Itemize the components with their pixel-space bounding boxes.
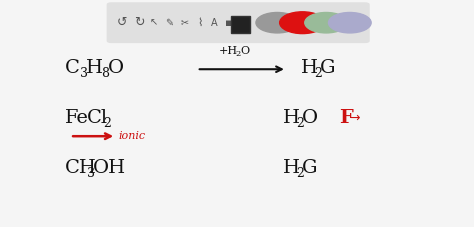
Circle shape bbox=[328, 12, 371, 33]
Text: ionic: ionic bbox=[118, 131, 146, 141]
Text: 3: 3 bbox=[87, 167, 95, 180]
Text: ↖: ↖ bbox=[150, 18, 158, 28]
Text: O: O bbox=[302, 109, 318, 128]
Text: O: O bbox=[240, 46, 249, 56]
Text: G: G bbox=[320, 59, 336, 77]
Text: H: H bbox=[283, 159, 300, 178]
Text: 3: 3 bbox=[80, 67, 88, 80]
Text: CH: CH bbox=[65, 159, 97, 178]
Text: Fe: Fe bbox=[65, 109, 89, 128]
Text: ▪: ▪ bbox=[225, 18, 233, 28]
Text: H: H bbox=[283, 109, 300, 128]
Text: 2: 2 bbox=[296, 167, 304, 180]
FancyBboxPatch shape bbox=[231, 16, 250, 33]
Text: Cl: Cl bbox=[87, 109, 108, 128]
Text: ↺: ↺ bbox=[117, 16, 128, 29]
Text: 2: 2 bbox=[314, 67, 322, 80]
Text: 8: 8 bbox=[101, 67, 109, 80]
Text: 2: 2 bbox=[103, 117, 111, 130]
Text: →: → bbox=[349, 112, 359, 125]
Text: 2: 2 bbox=[236, 50, 241, 59]
Text: O: O bbox=[108, 59, 124, 77]
Text: +H: +H bbox=[219, 46, 238, 56]
Text: H: H bbox=[86, 59, 103, 77]
Text: 2: 2 bbox=[296, 117, 304, 130]
Text: F: F bbox=[339, 109, 353, 128]
FancyBboxPatch shape bbox=[107, 2, 370, 43]
Text: C: C bbox=[65, 59, 80, 77]
Text: OH: OH bbox=[92, 159, 126, 178]
Circle shape bbox=[305, 12, 347, 33]
Text: ↻: ↻ bbox=[134, 16, 144, 29]
Circle shape bbox=[280, 12, 325, 34]
Text: ⌇: ⌇ bbox=[197, 18, 203, 28]
Text: A: A bbox=[211, 18, 218, 28]
Text: ✎: ✎ bbox=[165, 18, 173, 28]
Text: H: H bbox=[301, 59, 318, 77]
Circle shape bbox=[256, 12, 299, 33]
Text: ✂: ✂ bbox=[181, 18, 189, 28]
Text: G: G bbox=[302, 159, 318, 178]
